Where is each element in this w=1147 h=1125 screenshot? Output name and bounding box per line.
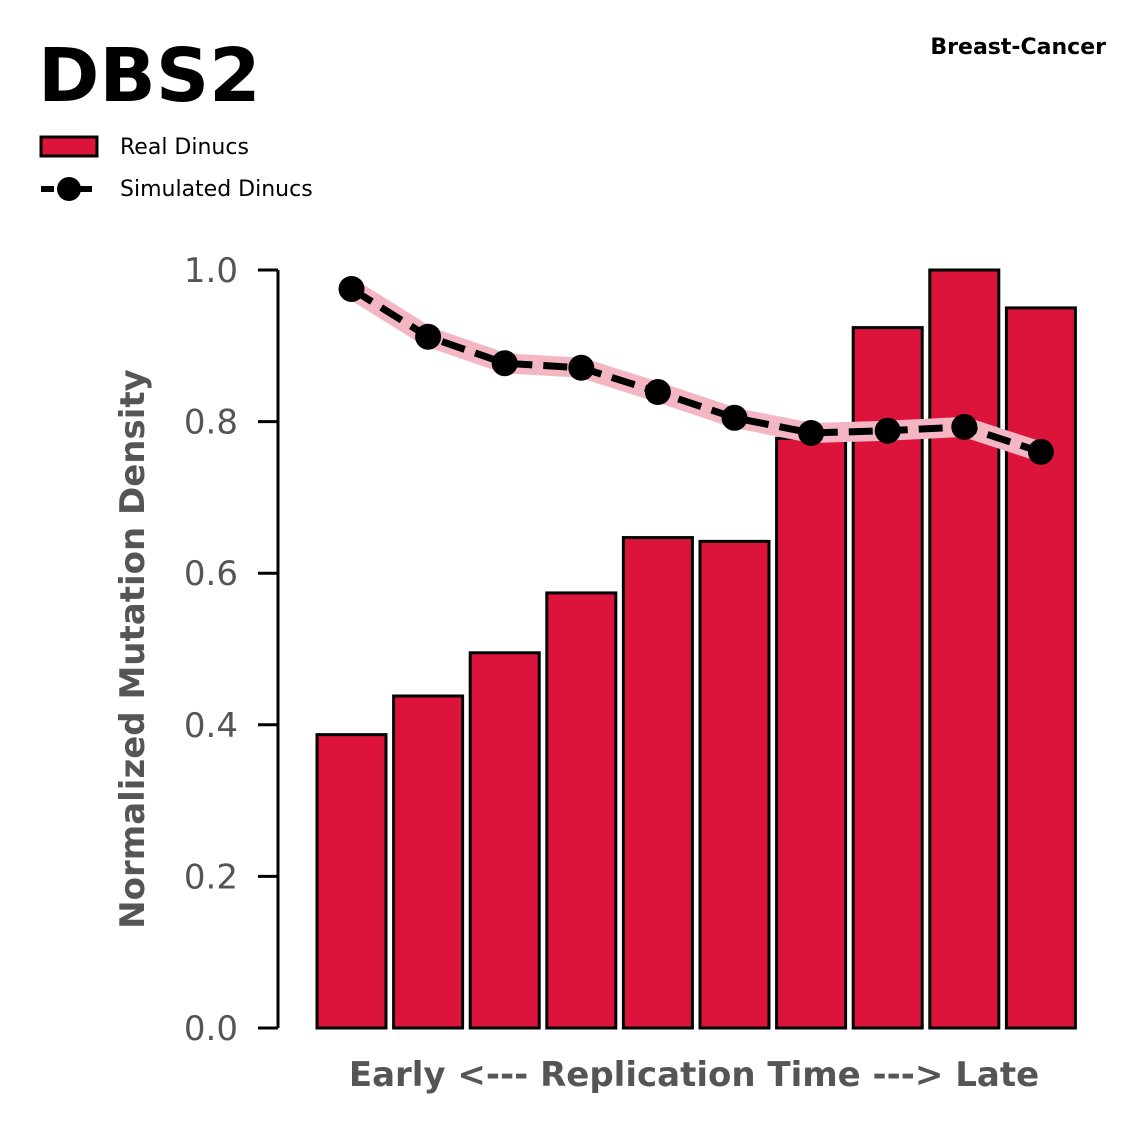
y-tick-label: 0.0	[184, 1009, 238, 1049]
bar-real-dinucs	[851, 326, 924, 1030]
simulated-point	[798, 419, 825, 446]
legend-swatch-real	[39, 135, 99, 158]
bar-real-dinucs	[928, 268, 1001, 1030]
y-tick-label: 0.2	[184, 857, 238, 897]
chart-subtitle: Breast-Cancer	[930, 35, 1106, 60]
y-tick-label: 1.0	[184, 251, 238, 291]
bar-real-dinucs	[315, 733, 388, 1030]
x-axis-label: Early <--- Replication Time ---> Late	[349, 1055, 1039, 1095]
simulated-point	[951, 413, 978, 440]
bar-real-dinucs	[775, 436, 848, 1030]
simulated-point	[491, 350, 518, 377]
bar-real-dinucs	[392, 694, 465, 1030]
bar-real-dinucs	[1004, 306, 1077, 1030]
y-tick-label: 0.4	[184, 706, 238, 746]
chart-title: DBS2	[38, 33, 261, 119]
bar-real-dinucs	[545, 591, 618, 1030]
simulated-point	[415, 323, 442, 350]
simulated-point	[874, 417, 901, 444]
simulated-point	[1027, 438, 1054, 465]
simulated-point	[721, 404, 748, 431]
y-tick-label: 0.6	[184, 554, 238, 594]
bar-real-dinucs	[468, 651, 541, 1030]
legend-label-real: Real Dinucs	[120, 135, 249, 160]
legend: Real Dinucs Simulated Dinucs	[39, 135, 313, 202]
simulated-point	[338, 275, 365, 302]
y-axis-label: Normalized Mutation Density	[113, 369, 153, 929]
simulated-line-group	[338, 275, 1054, 465]
legend-label-simulated: Simulated Dinucs	[120, 177, 313, 202]
bars-group	[315, 268, 1077, 1030]
y-axis: 0.0 0.2 0.4 0.6 0.8 1.0	[184, 251, 280, 1049]
bar-real-dinucs	[698, 539, 771, 1030]
simulated-point	[644, 379, 671, 406]
legend-swatch-simulated-marker	[57, 177, 81, 201]
y-tick-label: 0.8	[184, 403, 238, 443]
simulated-point	[568, 354, 595, 381]
bar-real-dinucs	[621, 536, 694, 1030]
simulated-line	[349, 285, 1042, 456]
